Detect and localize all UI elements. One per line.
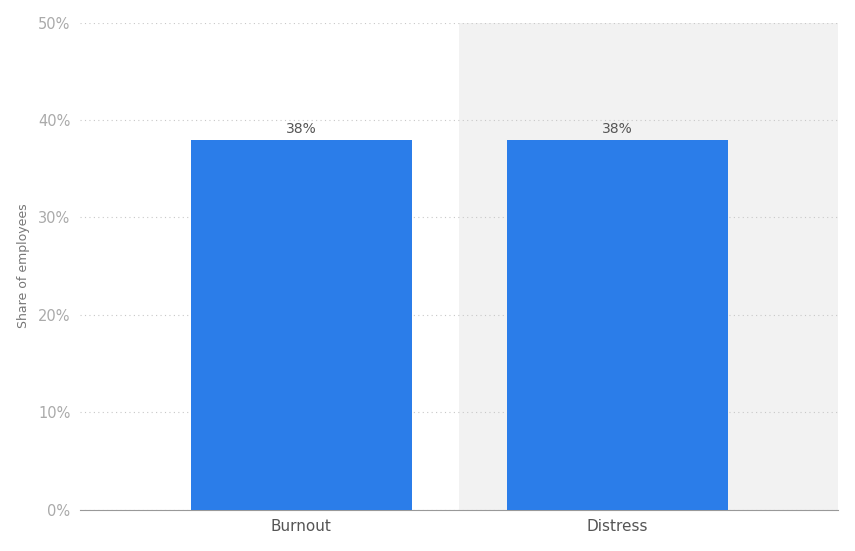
Bar <box>507 139 728 510</box>
Bar <box>459 23 839 510</box>
Bar <box>191 139 412 510</box>
Text: 38%: 38% <box>602 122 633 136</box>
Y-axis label: Share of employees: Share of employees <box>16 204 30 328</box>
Text: 38%: 38% <box>286 122 316 136</box>
